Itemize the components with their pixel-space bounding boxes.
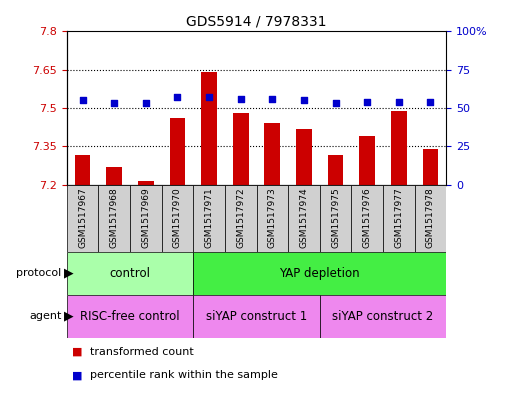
Bar <box>130 185 162 252</box>
Bar <box>351 185 383 252</box>
Bar <box>233 113 249 185</box>
Bar <box>328 155 344 185</box>
Bar <box>320 295 446 338</box>
Bar <box>106 167 122 185</box>
Point <box>300 97 308 103</box>
Text: ■: ■ <box>72 347 82 357</box>
Bar <box>359 136 375 185</box>
Text: GSM1517975: GSM1517975 <box>331 188 340 248</box>
Point <box>142 100 150 107</box>
Text: YAP depletion: YAP depletion <box>280 266 360 280</box>
Point <box>173 94 182 101</box>
Text: GSM1517977: GSM1517977 <box>394 188 403 248</box>
Text: ▶: ▶ <box>64 266 74 280</box>
Point <box>236 96 245 102</box>
Point <box>268 96 277 102</box>
Bar <box>74 155 90 185</box>
Text: GSM1517970: GSM1517970 <box>173 188 182 248</box>
Bar <box>383 185 415 252</box>
Bar <box>391 111 407 185</box>
Point <box>205 94 213 101</box>
Bar <box>67 252 193 295</box>
Bar <box>320 185 351 252</box>
Bar <box>256 185 288 252</box>
Bar <box>264 123 280 185</box>
Text: percentile rank within the sample: percentile rank within the sample <box>90 370 278 380</box>
Point <box>394 99 403 105</box>
Bar <box>162 185 193 252</box>
Point <box>110 100 118 107</box>
Bar <box>138 181 154 185</box>
Bar <box>193 295 320 338</box>
Text: GSM1517973: GSM1517973 <box>268 188 277 248</box>
Bar <box>169 118 185 185</box>
Text: ▶: ▶ <box>64 310 74 323</box>
Bar <box>98 185 130 252</box>
Text: RISC-free control: RISC-free control <box>80 310 180 323</box>
Text: protocol: protocol <box>16 268 62 278</box>
Bar <box>288 185 320 252</box>
Bar <box>423 149 439 185</box>
Bar <box>193 185 225 252</box>
Bar <box>201 72 217 185</box>
Text: GSM1517976: GSM1517976 <box>363 188 372 248</box>
Text: ■: ■ <box>72 370 82 380</box>
Text: siYAP construct 2: siYAP construct 2 <box>332 310 433 323</box>
Point <box>78 97 87 103</box>
Text: GSM1517969: GSM1517969 <box>141 188 150 248</box>
Text: control: control <box>109 266 150 280</box>
Bar <box>225 185 256 252</box>
Text: GSM1517972: GSM1517972 <box>236 188 245 248</box>
Point <box>426 99 435 105</box>
Text: GSM1517968: GSM1517968 <box>110 188 119 248</box>
Bar <box>296 129 312 185</box>
Text: GSM1517974: GSM1517974 <box>300 188 308 248</box>
Bar <box>67 295 193 338</box>
Text: transformed count: transformed count <box>90 347 193 357</box>
Text: siYAP construct 1: siYAP construct 1 <box>206 310 307 323</box>
Bar <box>67 185 98 252</box>
Title: GDS5914 / 7978331: GDS5914 / 7978331 <box>186 15 327 29</box>
Text: GSM1517978: GSM1517978 <box>426 188 435 248</box>
Text: agent: agent <box>29 311 62 321</box>
Text: GSM1517971: GSM1517971 <box>205 188 213 248</box>
Text: GSM1517967: GSM1517967 <box>78 188 87 248</box>
Point <box>331 100 340 107</box>
Point <box>363 99 371 105</box>
Bar <box>193 252 446 295</box>
Bar <box>415 185 446 252</box>
